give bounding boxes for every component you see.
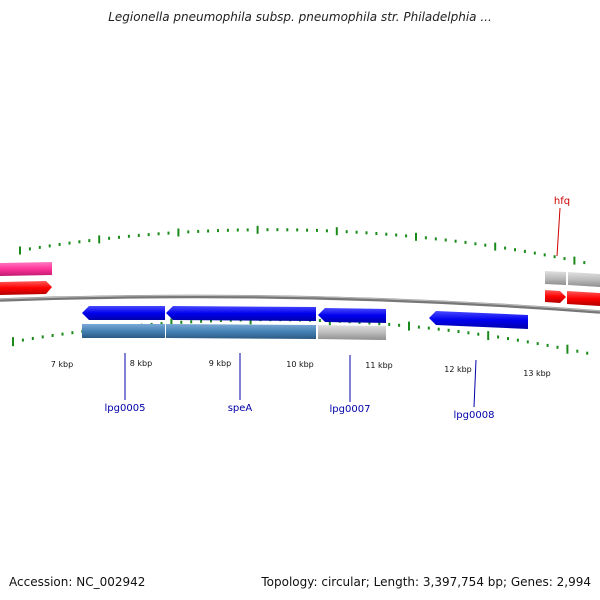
scale-label: 11 kbp (365, 361, 393, 370)
scale-label: 7 kbp (51, 360, 73, 369)
gene-label-hfq[interactable]: hfq (554, 196, 570, 207)
map-title: Legionella pneumophila subsp. pneumophil… (108, 10, 492, 24)
accession-text: Accession: NC_002942 (9, 575, 146, 589)
backbone-arc-highlight (0, 294, 600, 312)
gene-hfq-gray[interactable] (545, 271, 566, 285)
gene-lpg0007[interactable] (318, 308, 386, 323)
gene-pink-left[interactable] (0, 262, 52, 276)
gene-lpg0008[interactable] (429, 311, 528, 329)
gene-gray-right[interactable] (568, 272, 600, 287)
backbone-arc (0, 294, 600, 314)
gene-red-left[interactable] (0, 281, 52, 295)
scale-label: 13 kbp (523, 369, 551, 378)
gene-label-lpg0005[interactable]: lpg0005 (105, 403, 146, 414)
scale-label: 8 kbp (130, 359, 152, 368)
scale-label: 9 kbp (209, 359, 231, 368)
gene-label-lpg0007[interactable]: lpg0007 (330, 404, 371, 415)
gene-hfq-red[interactable] (545, 290, 566, 303)
gene-label-lpg0008[interactable]: lpg0008 (454, 410, 495, 421)
leader-lpg0008 (473, 359, 477, 408)
topology-summary: Topology: circular; Length: 3,397,754 bp… (261, 575, 591, 589)
gene-lpg0005[interactable] (82, 306, 165, 320)
cds-lpg0007[interactable] (318, 325, 386, 340)
tick-row-outer (19, 225, 586, 265)
scale-label: 10 kbp (286, 360, 314, 369)
scale-label: 12 kbp (444, 365, 472, 374)
cds-lpg0005[interactable] (82, 324, 165, 338)
cds-speA[interactable] (166, 324, 316, 339)
gene-speA[interactable] (166, 306, 316, 321)
leader-hfq (556, 207, 561, 257)
gene-label-speA[interactable]: speA (228, 403, 253, 414)
gene-red-right[interactable] (567, 291, 600, 306)
